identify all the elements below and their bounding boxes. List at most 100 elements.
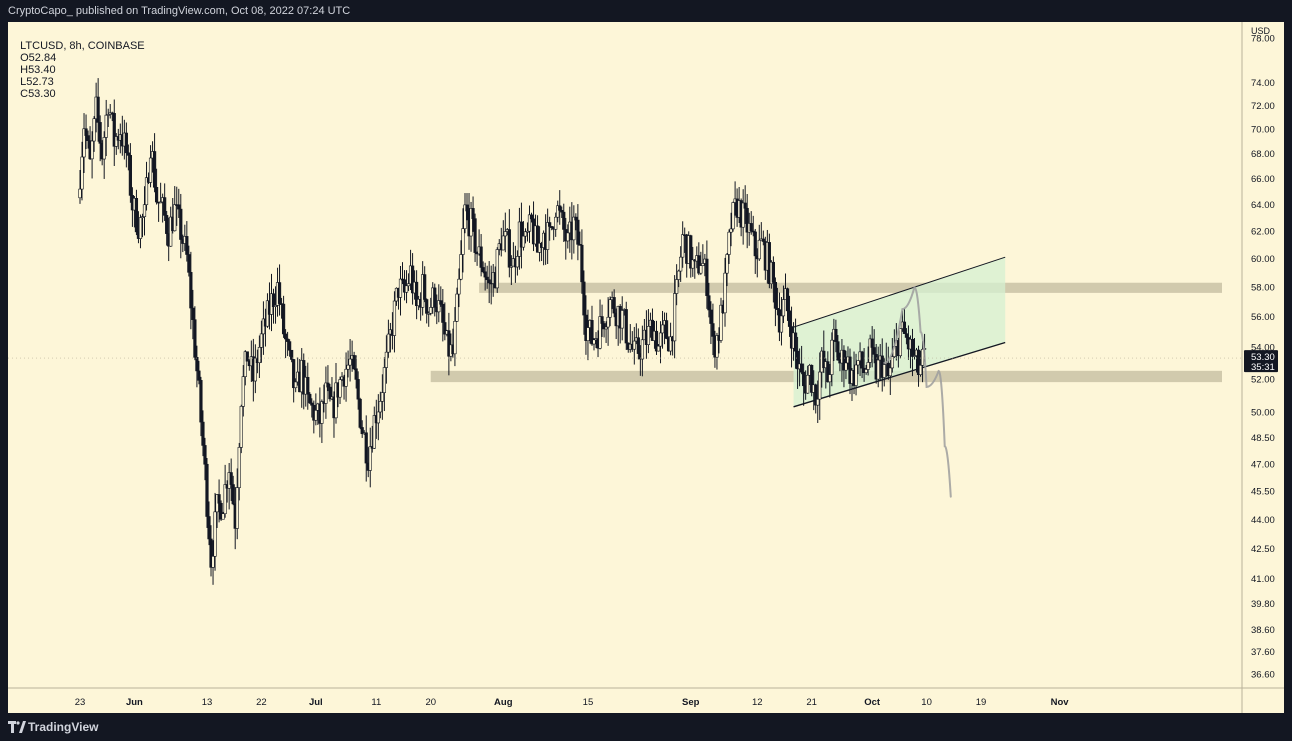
candle-body xyxy=(235,487,239,529)
candle-body xyxy=(723,272,727,314)
symbol-legend: LTCUSD, 8h, COINBASE O52.84 H53.40 L52.7… xyxy=(14,28,151,100)
candle-body xyxy=(501,235,505,251)
price-tag-countdown: 35:31 xyxy=(1251,362,1275,373)
candle-body xyxy=(725,254,729,274)
candle-body xyxy=(360,427,364,435)
candle-body xyxy=(707,295,711,311)
brand-name: TradingView xyxy=(28,720,99,734)
candle-body xyxy=(673,293,677,342)
candle-body xyxy=(423,274,427,300)
price-tag xyxy=(1244,350,1278,373)
candle-body xyxy=(793,332,798,352)
candle-body xyxy=(527,214,532,232)
candle-body xyxy=(163,197,167,216)
candle-body xyxy=(715,335,719,358)
candle-body xyxy=(140,216,145,218)
candle-body xyxy=(259,333,264,348)
candle-body xyxy=(104,114,108,138)
candle-body xyxy=(197,370,201,381)
y-tick-label: 38.60 xyxy=(1251,625,1275,636)
candle-body xyxy=(479,246,483,268)
candle-body xyxy=(271,293,276,307)
candle-body xyxy=(523,231,528,237)
candle-body xyxy=(406,283,411,287)
candle-body xyxy=(779,315,784,333)
candle-body xyxy=(741,202,745,228)
candle-body xyxy=(231,484,235,505)
candle-body xyxy=(550,226,554,228)
axis-currency: USD xyxy=(1251,26,1271,36)
y-tick-label: 58.00 xyxy=(1251,283,1275,294)
candle-body xyxy=(529,214,534,220)
x-tick-label: 12 xyxy=(752,697,763,708)
candle-body xyxy=(918,364,923,375)
candle-body xyxy=(92,118,96,142)
candle-body xyxy=(257,347,261,364)
candle-body xyxy=(185,236,189,255)
candle-body xyxy=(743,202,747,209)
candle-body xyxy=(213,511,217,557)
ohlc-open: O52.84 xyxy=(20,52,57,64)
candle-body xyxy=(364,432,368,464)
candle-body xyxy=(719,304,723,341)
candle-body xyxy=(237,447,241,488)
x-tick-label: 19 xyxy=(976,697,987,708)
candle-body xyxy=(306,376,310,395)
zone-resistance xyxy=(479,282,1222,293)
candle-body xyxy=(598,316,602,349)
candle-body xyxy=(910,338,915,357)
candle-body xyxy=(382,367,386,393)
candle-body xyxy=(159,201,163,204)
y-tick-label: 64.00 xyxy=(1251,200,1275,211)
candle-body xyxy=(521,235,526,248)
candle-body xyxy=(483,271,487,278)
candle-body xyxy=(415,281,419,307)
candle-body xyxy=(324,382,328,404)
candle-body xyxy=(495,249,499,289)
x-tick-label: Jun xyxy=(126,697,143,708)
candle-body xyxy=(433,287,437,308)
candle-body xyxy=(112,113,116,147)
channel-lower-line[interactable] xyxy=(793,341,1006,408)
candle-body xyxy=(888,367,892,377)
channel-upper-line[interactable] xyxy=(793,256,1006,328)
candle-body xyxy=(818,371,822,400)
candle-body xyxy=(582,281,586,316)
candle-body xyxy=(814,384,818,406)
candle-body xyxy=(485,276,489,281)
candle-body xyxy=(844,362,848,371)
candle-body xyxy=(243,351,247,377)
candle-body xyxy=(856,360,860,366)
candle-body xyxy=(902,321,907,334)
tradingview-logo-icon xyxy=(8,721,26,733)
candle-body xyxy=(822,350,826,369)
candle-body xyxy=(380,392,384,402)
candle-body xyxy=(507,229,511,268)
candle-body xyxy=(354,368,358,380)
candle-body xyxy=(795,350,800,370)
candle-body xyxy=(548,222,552,227)
candle-body xyxy=(654,330,659,352)
candle-body xyxy=(106,114,110,116)
candle-body xyxy=(219,502,223,520)
candle-body xyxy=(677,270,681,280)
candle-body xyxy=(169,216,173,247)
candle-body xyxy=(572,216,576,241)
y-tick-label: 37.60 xyxy=(1251,647,1275,658)
x-tick-label: 11 xyxy=(371,697,381,708)
candle-body xyxy=(872,347,876,355)
candle-body xyxy=(211,555,215,568)
candle-body xyxy=(457,278,461,295)
candle-body xyxy=(217,494,221,504)
x-tick-label: 22 xyxy=(256,697,267,708)
candle-body xyxy=(223,484,227,514)
candle-body xyxy=(273,305,278,307)
candle-body xyxy=(806,374,810,394)
candle-body xyxy=(114,136,118,147)
candle-body xyxy=(658,332,663,347)
candle-body xyxy=(286,338,290,342)
candle-body xyxy=(646,326,651,345)
candle-body xyxy=(193,319,197,358)
candle-body xyxy=(606,316,610,328)
